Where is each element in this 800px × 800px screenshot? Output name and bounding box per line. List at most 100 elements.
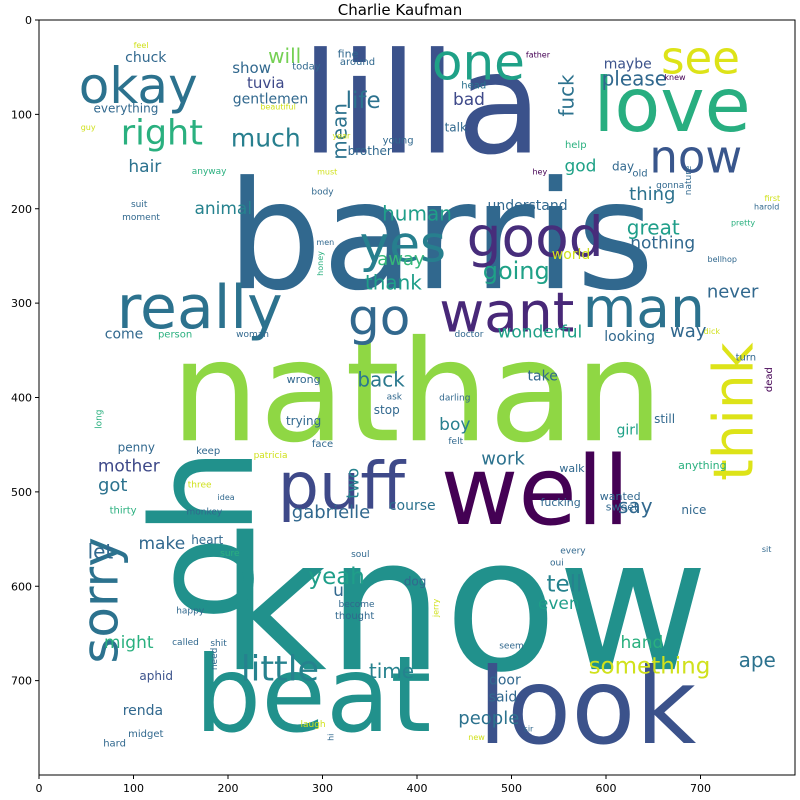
word-new: new xyxy=(468,733,485,742)
plot-area xyxy=(38,19,796,776)
word-guy: guy xyxy=(81,123,96,132)
word-heart: heart xyxy=(191,533,223,547)
word-idea: idea xyxy=(218,493,235,502)
word-well: well xyxy=(441,437,630,547)
word-nature: nature xyxy=(684,165,694,195)
word-say: say xyxy=(618,494,653,518)
word-thought: thought xyxy=(335,611,374,622)
word-oh: oh xyxy=(123,447,286,621)
word-hand: hand xyxy=(621,633,664,653)
word-honey: honey xyxy=(316,251,325,276)
word-wrong: wrong xyxy=(287,373,321,386)
word-door: door xyxy=(489,673,521,689)
word-got: got xyxy=(98,475,128,496)
word-chuck: chuck xyxy=(125,50,167,66)
word-going: going xyxy=(483,257,550,285)
word-stop: stop xyxy=(374,403,400,417)
word-everything: everything xyxy=(94,102,159,116)
word-young: young xyxy=(383,135,414,146)
word-even: even xyxy=(538,594,580,614)
word-ape: ape xyxy=(739,648,776,672)
x-tick-label: 200 xyxy=(218,782,239,795)
word-feel: feel xyxy=(134,41,149,50)
word-understand: understand xyxy=(488,198,568,214)
word-something: something xyxy=(589,653,711,679)
word-way: way xyxy=(670,321,707,342)
word-talk: talk xyxy=(445,121,467,135)
word-back: back xyxy=(357,368,405,392)
word-god: god xyxy=(564,156,596,176)
word-nice: nice xyxy=(681,503,706,517)
word-dead: dead xyxy=(764,367,775,392)
word-make: make xyxy=(139,534,186,554)
y-tick-label: 700 xyxy=(11,675,32,688)
x-tick-label: 700 xyxy=(690,782,711,795)
word-ask: ask xyxy=(387,393,403,403)
word-world: world xyxy=(552,247,591,263)
word-soul: soul xyxy=(351,550,369,560)
word-midget: midget xyxy=(128,729,163,740)
word-wonderful: wonderful xyxy=(497,322,582,342)
word-sure: sure xyxy=(220,549,240,559)
x-tick-label: 400 xyxy=(407,782,428,795)
word-human: human xyxy=(382,201,452,225)
y-tick-label: 600 xyxy=(11,580,32,593)
word-darling: darling xyxy=(439,393,470,403)
word-hey: hey xyxy=(532,167,547,176)
x-tick-label: 100 xyxy=(123,782,144,795)
y-tick-label: 0 xyxy=(25,14,32,27)
word-need: need xyxy=(210,648,220,671)
word-still: still xyxy=(654,412,675,426)
word-thirty: thirty xyxy=(110,505,137,516)
word-animal: animal xyxy=(194,199,252,219)
word-thing: thing xyxy=(629,184,675,205)
word-know: know xyxy=(220,497,709,713)
word-face: face xyxy=(312,439,333,450)
word-please: please xyxy=(602,67,668,91)
word-tuvia: tuvia xyxy=(247,74,285,92)
word-harold: harold xyxy=(754,202,779,211)
word-will: will xyxy=(268,44,301,68)
word-shit: shit xyxy=(210,639,227,649)
word-help: help xyxy=(565,140,587,151)
word-gabrielle: gabrielle xyxy=(292,502,370,523)
word-barris: barris xyxy=(227,150,655,324)
word-okay: okay xyxy=(79,57,198,115)
word-hard: hard xyxy=(103,738,126,749)
word-laugh: laugh xyxy=(300,720,325,730)
word-gentlemen: gentlemen xyxy=(233,91,309,107)
chart-title: Charlie Kaufman xyxy=(337,1,463,19)
word-come: come xyxy=(105,326,144,342)
word-time: time xyxy=(369,659,414,683)
word-every: every xyxy=(560,546,586,556)
word-life: life xyxy=(346,88,381,114)
word-love: love xyxy=(594,61,751,149)
word-never: never xyxy=(707,281,759,302)
word-two: two xyxy=(344,468,364,499)
word-called: called xyxy=(172,638,199,648)
word-anyway: anyway xyxy=(192,167,227,177)
word-long: long xyxy=(94,409,104,428)
word-anything: anything xyxy=(678,459,727,472)
word-day: day xyxy=(612,159,634,173)
word-brother: brother xyxy=(348,144,392,158)
word-men: men xyxy=(316,238,334,247)
word-said: said xyxy=(489,690,518,706)
word-sorry: sorry xyxy=(71,537,129,663)
word-show: show xyxy=(232,59,271,77)
word-much: much xyxy=(231,123,301,152)
word-mother: mother xyxy=(98,456,160,476)
word-hair: hair xyxy=(128,157,161,177)
word-nothing: nothing xyxy=(630,234,695,254)
word-people: people xyxy=(458,708,519,729)
word-suit: suit xyxy=(131,200,148,210)
word-take: take xyxy=(528,369,558,385)
word-penny: penny xyxy=(118,441,155,455)
word-beat: beat xyxy=(195,634,432,756)
word-mean: mean xyxy=(328,103,352,160)
word-yeah: yeah xyxy=(308,564,364,590)
word-seem: seem xyxy=(499,642,524,652)
word-turn: turn xyxy=(736,352,757,363)
word-away: away xyxy=(377,249,425,270)
